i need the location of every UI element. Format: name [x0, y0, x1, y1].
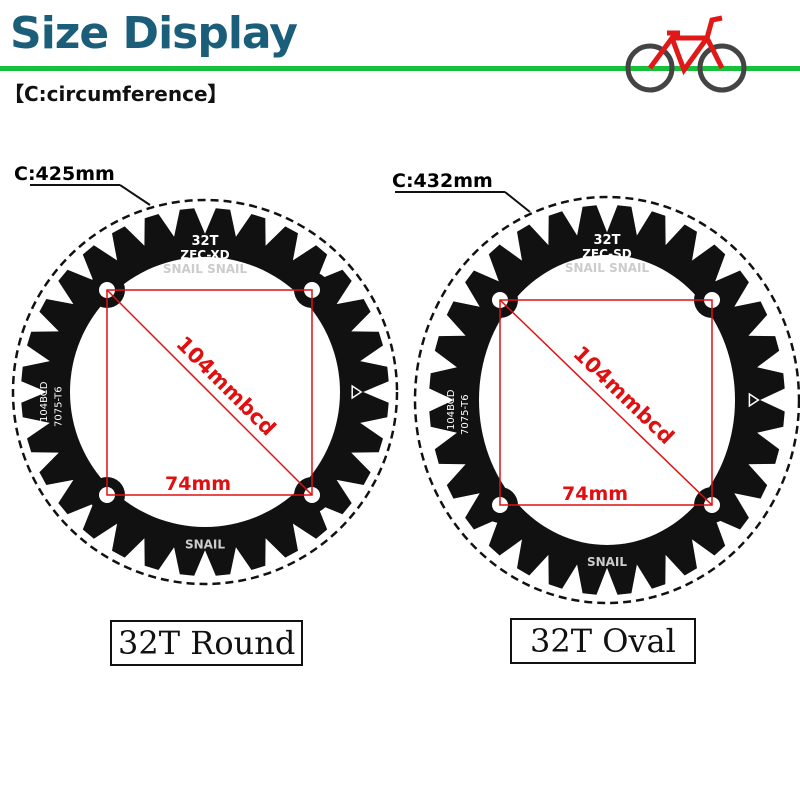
subtitle: 【C:circumference】 — [4, 82, 228, 106]
circumference-label: C:425mm — [14, 163, 115, 185]
bcd-square — [499, 299, 713, 506]
divider — [0, 66, 800, 71]
material-marking: 7075-T6 — [53, 386, 64, 427]
bcd-square — [106, 289, 313, 496]
circumference-label: C:432mm — [392, 170, 493, 192]
teeth-marking: 32T — [192, 234, 219, 249]
brand-marking: SNAIL — [587, 555, 627, 569]
circumference-outline — [413, 195, 800, 605]
leader-line — [504, 191, 531, 213]
bcd-marking: 104BCD — [446, 389, 457, 430]
brand-marking: SNAIL SNAIL — [163, 262, 248, 276]
bcd-diagonal — [499, 299, 713, 506]
arrow-marker-icon — [748, 392, 760, 408]
side-label: 74mm — [165, 473, 231, 495]
circumference-outline — [11, 198, 399, 586]
bcd-diagonal — [106, 289, 313, 496]
leader-line — [119, 184, 151, 206]
model-marking: ZFC-XD — [180, 248, 229, 262]
side-label: 74mm — [562, 483, 628, 505]
bcd-marking: 104BCD — [39, 381, 50, 422]
chainring-center-hole — [70, 257, 340, 527]
arrow-marker-icon — [351, 384, 363, 400]
caption-round: 32T Round — [110, 620, 304, 666]
material-marking: 7075-T6 — [460, 394, 471, 435]
brand-marking: SNAIL SNAIL — [565, 261, 650, 275]
bicycle-icon — [625, 15, 747, 93]
caption-oval: 32T Oval — [510, 618, 696, 664]
model-marking: ZFC-SD — [582, 247, 632, 261]
chainring-center-hole — [479, 255, 735, 545]
page-title: Size Display — [10, 8, 298, 59]
teeth-marking: 32T — [594, 233, 621, 248]
brand-marking: SNAIL — [185, 537, 225, 551]
